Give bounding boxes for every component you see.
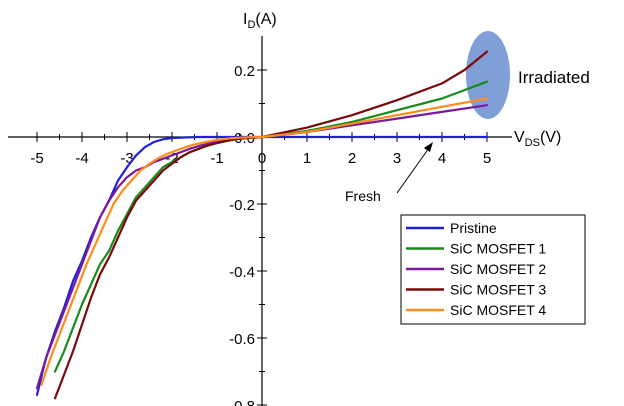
y-tick-label: -0.6	[229, 331, 255, 348]
x-tick-label: 2	[348, 150, 356, 167]
legend: Pristine SiC MOSFET 1 SiC MOSFET 2 SiC MOSF…	[400, 214, 586, 325]
legend-label: Pristine	[450, 220, 497, 236]
series-line-4	[53, 50, 489, 400]
legend-label: SiC MOSFET 4	[450, 302, 546, 318]
y-tick-label: 0.2	[234, 63, 255, 80]
y-tick-label: -0.4	[229, 264, 255, 281]
y-tick-label: -0.2	[229, 197, 255, 214]
y-ticks: 0.20.0-0.2-0.4-0.6-0.8	[229, 63, 267, 406]
x-tick-label: -4	[75, 150, 88, 167]
fresh-label: Fresh	[345, 188, 381, 204]
fresh-arrow-line	[396, 147, 430, 194]
series-line-5	[40, 97, 489, 386]
irradiated-highlight	[466, 31, 510, 119]
series-group	[35, 50, 489, 400]
x-tick-label: 5	[483, 150, 491, 167]
x-tick-label: -1	[210, 150, 223, 167]
fresh-arrow-head	[424, 142, 433, 152]
x-tick-label: 4	[438, 150, 446, 167]
x-axis-label: VDS(V)	[514, 129, 561, 149]
x-tick-label: -3	[120, 150, 133, 167]
legend-label: SiC MOSFET 1	[450, 241, 546, 257]
x-tick-label: 3	[393, 150, 401, 167]
irradiated-label: Irradiated	[518, 68, 590, 87]
legend-label: SiC MOSFET 3	[450, 282, 546, 298]
legend-label: SiC MOSFET 2	[450, 261, 546, 277]
x-tick-label: 1	[303, 150, 311, 167]
x-tick-label: -5	[30, 150, 43, 167]
x-tick-label: 0	[258, 150, 266, 167]
y-tick-label: -0.8	[229, 398, 255, 406]
y-axis-label: ID(A)	[243, 11, 277, 31]
